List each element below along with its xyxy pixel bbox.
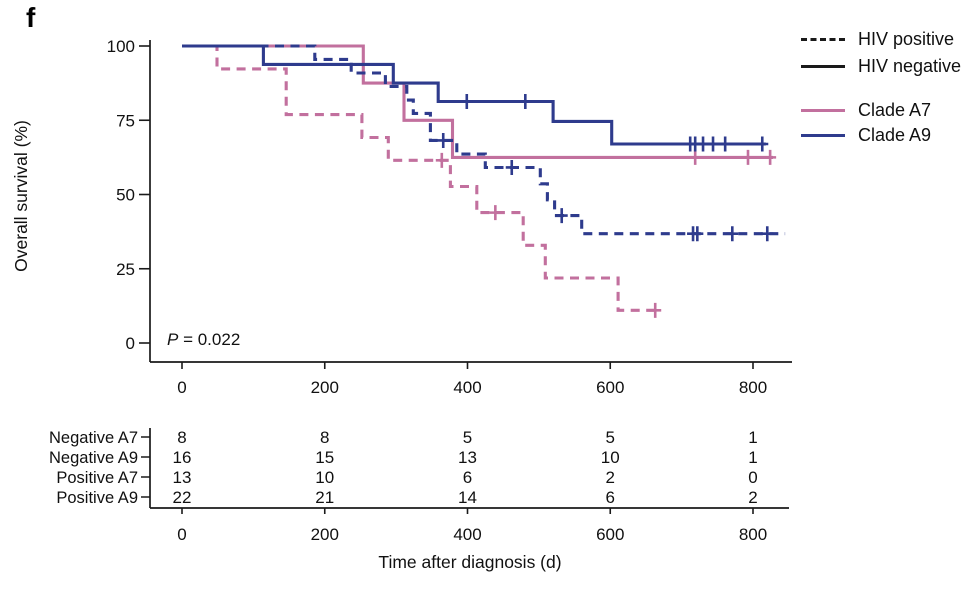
legend-item-clade-a9: Clade A9 — [801, 124, 931, 146]
x-axis-title: Time after diagnosis (d) — [378, 552, 562, 572]
legend-item-hiv-negative: HIV negative — [801, 55, 961, 77]
censor-mark-positive-a9 — [691, 226, 704, 242]
y-axis-title: Overall survival (%) — [11, 120, 31, 272]
dashed-line-swatch-icon — [801, 37, 845, 41]
risk-count: 8 — [320, 428, 329, 447]
p-value-annotation: P = 0.022 — [167, 330, 240, 350]
risk-table-tick-label: 400 — [453, 525, 481, 544]
survival-curve-negative-a7 — [182, 44, 773, 159]
censor-mark-positive-a7 — [649, 302, 662, 318]
p-value-text: = 0.022 — [183, 330, 241, 349]
censor-mark-positive-a9 — [505, 159, 518, 175]
risk-count: 10 — [601, 448, 620, 467]
risk-table-tick-label: 0 — [177, 525, 186, 544]
y-tick-label: 0 — [126, 334, 135, 353]
censor-mark-positive-a7 — [435, 152, 448, 168]
legend-item-clade-a7: Clade A7 — [801, 99, 931, 121]
risk-count: 8 — [177, 428, 186, 447]
legend-label: HIV negative — [858, 55, 962, 76]
legend-label: Clade A9 — [858, 124, 932, 145]
survival-curve-positive-a7 — [182, 44, 662, 312]
x-tick-label: 800 — [739, 378, 767, 397]
risk-row-label: Positive A7 — [56, 469, 138, 487]
y-tick-label: 100 — [107, 37, 135, 56]
risk-count: 1 — [748, 448, 757, 467]
risk-count: 22 — [173, 488, 192, 507]
risk-count: 21 — [315, 488, 334, 507]
risk-count: 14 — [458, 488, 477, 507]
censor-mark-negative-a9 — [756, 136, 769, 152]
legend: HIV positive HIV negative Clade A7 Clade A9 — [801, 0, 979, 160]
risk-table-tick-label: 800 — [739, 525, 767, 544]
y-tick-label: 75 — [116, 111, 135, 130]
risk-count: 6 — [606, 488, 615, 507]
survival-curve-negative-a9 — [182, 44, 766, 146]
censor-mark-positive-a9 — [726, 226, 739, 242]
censor-mark-negative-a7 — [689, 149, 702, 165]
censor-mark-negative-a9 — [519, 94, 532, 110]
risk-count: 10 — [315, 468, 334, 487]
risk-count: 6 — [463, 468, 472, 487]
solid-line-swatch-icon — [801, 108, 845, 112]
y-tick-label: 25 — [116, 260, 135, 279]
censor-mark-positive-a7 — [489, 205, 502, 221]
censor-mark-negative-a9 — [707, 136, 720, 152]
legend-label: Clade A7 — [858, 99, 932, 120]
x-tick-label: 600 — [596, 378, 624, 397]
legend-label: HIV positive — [858, 28, 955, 49]
risk-count: 15 — [315, 448, 334, 467]
censor-mark-negative-a7 — [742, 149, 755, 165]
risk-count: 1 — [748, 428, 757, 447]
risk-count: 13 — [173, 468, 192, 487]
censor-mark-negative-a7 — [764, 149, 777, 165]
x-tick-label: 0 — [177, 378, 186, 397]
legend-item-hiv-positive: HIV positive — [801, 28, 954, 50]
solid-line-swatch-icon — [801, 64, 845, 68]
x-tick-label: 400 — [453, 378, 481, 397]
survival-curve-positive-a9 — [182, 44, 786, 236]
y-tick-label: 50 — [116, 186, 135, 205]
solid-line-swatch-icon — [801, 133, 845, 137]
risk-count: 2 — [606, 468, 615, 487]
risk-count: 0 — [748, 468, 757, 487]
risk-count: 13 — [458, 448, 477, 467]
censor-mark-negative-a9 — [719, 136, 732, 152]
x-tick-label: 200 — [311, 378, 339, 397]
censor-mark-negative-a9 — [460, 94, 473, 110]
censor-mark-positive-a9 — [437, 132, 450, 148]
panel-label: f — [26, 2, 36, 33]
risk-count: 5 — [463, 428, 472, 447]
risk-count: 2 — [748, 488, 757, 507]
risk-row-label: Negative A7 — [49, 429, 138, 447]
risk-row-label: Positive A9 — [56, 489, 138, 507]
censor-mark-positive-a9 — [761, 226, 774, 242]
p-value-symbol: P — [167, 330, 179, 349]
censor-mark-positive-a9 — [555, 208, 568, 224]
risk-table-tick-label: 200 — [311, 525, 339, 544]
risk-row-label: Negative A9 — [49, 449, 138, 467]
risk-table-tick-label: 600 — [596, 525, 624, 544]
risk-count: 5 — [606, 428, 615, 447]
risk-count: 16 — [173, 448, 192, 467]
